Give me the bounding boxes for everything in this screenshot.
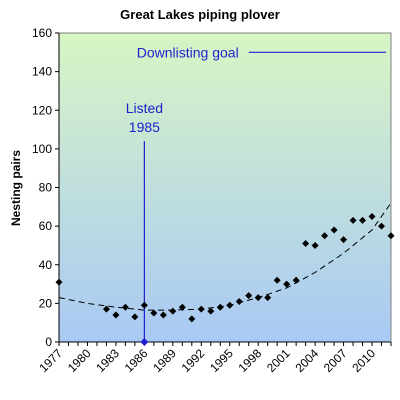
data-point bbox=[254, 294, 262, 302]
x-tick-label: 1989 bbox=[150, 346, 179, 375]
y-tick-label: 120 bbox=[32, 103, 52, 117]
data-point bbox=[131, 313, 139, 321]
plot-background bbox=[58, 32, 392, 343]
data-point bbox=[273, 276, 281, 284]
y-tick-label: 20 bbox=[39, 296, 53, 310]
data-point bbox=[188, 315, 196, 323]
data-point bbox=[387, 232, 395, 240]
data-point bbox=[178, 303, 186, 311]
data-point bbox=[197, 305, 205, 313]
data-point bbox=[55, 278, 63, 286]
data-point bbox=[245, 292, 253, 300]
y-tick-label: 40 bbox=[39, 258, 53, 272]
y-axis-label: Nesting pairs bbox=[9, 150, 23, 226]
data-point bbox=[378, 222, 386, 230]
x-tick-label: 2004 bbox=[292, 346, 321, 375]
data-point bbox=[207, 307, 215, 315]
y-tick-label: 0 bbox=[45, 335, 52, 349]
x-tick-label: 2001 bbox=[264, 346, 293, 375]
x-tick-label: 2010 bbox=[349, 346, 378, 375]
data-point bbox=[302, 240, 310, 248]
x-tick-label: 1986 bbox=[122, 346, 151, 375]
y-tick-label: 80 bbox=[39, 181, 53, 195]
data-point bbox=[283, 280, 291, 288]
listed-year: 1985 bbox=[129, 119, 160, 135]
data-point bbox=[140, 301, 148, 309]
listed-label: Listed bbox=[126, 100, 163, 116]
data-point bbox=[150, 309, 158, 317]
data-point bbox=[226, 301, 234, 309]
data-point bbox=[292, 276, 300, 284]
y-axis: 0 20 40 60 80 100 120 140 160 bbox=[32, 26, 60, 349]
x-tick-label: 2007 bbox=[321, 346, 350, 375]
x-tick-label: 1998 bbox=[236, 346, 265, 375]
data-point bbox=[112, 311, 120, 319]
data-point bbox=[121, 303, 129, 311]
data-point bbox=[359, 216, 367, 224]
data-point bbox=[264, 294, 272, 302]
data-point bbox=[368, 212, 376, 220]
data-point bbox=[340, 236, 348, 244]
x-axis: 1977 1980 1983 1986 1989 1992 1995 1998 2001 2004… bbox=[36, 341, 392, 375]
x-tick-label: 1995 bbox=[207, 346, 236, 375]
x-tick-label: 1977 bbox=[36, 346, 65, 375]
x-tick-label: 1983 bbox=[93, 346, 122, 375]
data-point bbox=[159, 311, 167, 319]
x-tick-label: 1992 bbox=[179, 346, 208, 375]
data-point bbox=[330, 226, 338, 234]
chart-title: Great Lakes piping plover bbox=[120, 7, 280, 22]
y-tick-label: 60 bbox=[39, 219, 53, 233]
x-tick-label: 1980 bbox=[65, 346, 94, 375]
data-point bbox=[169, 307, 177, 315]
y-tick-label: 140 bbox=[32, 65, 52, 79]
y-tick-label: 160 bbox=[32, 26, 52, 40]
listed-marker bbox=[140, 338, 149, 346]
data-points bbox=[55, 212, 395, 323]
y-tick-label: 100 bbox=[32, 142, 52, 156]
data-point bbox=[102, 305, 110, 313]
goal-label: Downlisting goal bbox=[137, 44, 239, 60]
data-point bbox=[349, 216, 357, 224]
data-point bbox=[311, 241, 319, 249]
data-point bbox=[321, 232, 329, 240]
data-point bbox=[216, 303, 224, 311]
data-point bbox=[235, 297, 243, 305]
